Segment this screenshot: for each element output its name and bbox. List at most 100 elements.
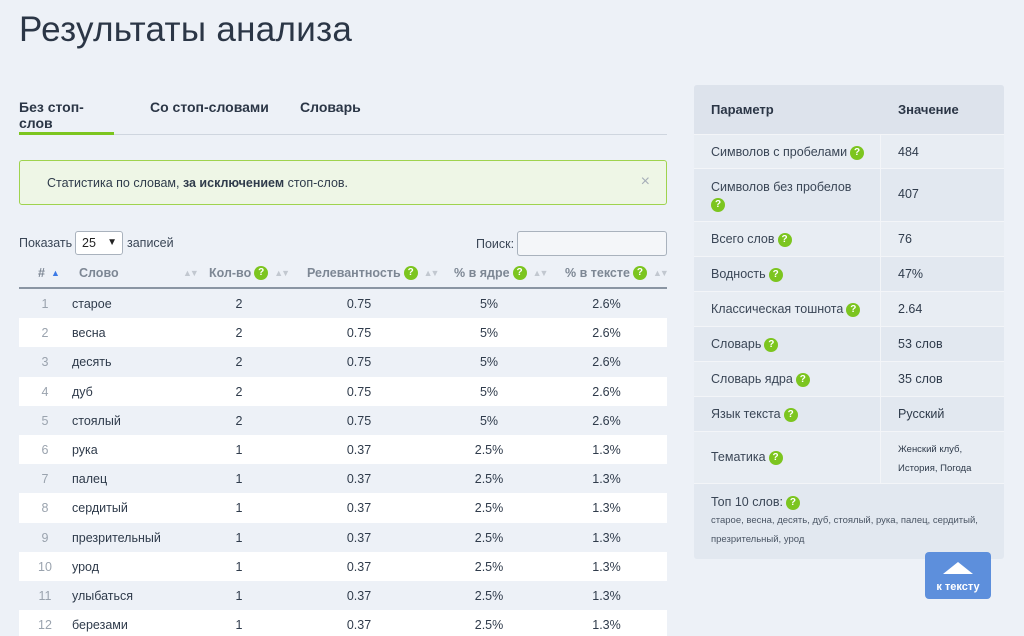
cell-count: 2 xyxy=(235,413,243,428)
divider xyxy=(880,362,881,396)
divider xyxy=(880,327,881,361)
tab-with-stopwords[interactable]: Со стоп-словами xyxy=(150,99,269,115)
stats-value: 484 xyxy=(898,145,919,159)
th-core[interactable]: % в ядре? ▲▼ xyxy=(454,266,548,280)
search-label: Поиск: xyxy=(476,237,515,251)
cell-core: 2.5% xyxy=(474,442,504,457)
th-count-label: Кол-во xyxy=(209,266,252,280)
th-word[interactable]: Слово ▲▼ xyxy=(79,266,199,280)
stats-row: Классическая тошнота? 2.64 xyxy=(694,291,1004,326)
help-icon[interactable]: ? xyxy=(795,372,810,387)
cell-relevance: 0.75 xyxy=(346,355,372,370)
tab-dictionary[interactable]: Словарь xyxy=(300,99,361,115)
help-icon[interactable]: ? xyxy=(846,302,861,317)
stats-value: 2.64 xyxy=(898,302,923,316)
cell-relevance: 0.75 xyxy=(346,413,372,428)
help-icon[interactable]: ? xyxy=(764,337,779,352)
stats-value: 53 слов xyxy=(898,337,943,351)
cell-count: 1 xyxy=(235,530,243,545)
stats-header-value: Значение xyxy=(898,102,959,117)
cell-core: 5% xyxy=(479,326,499,341)
info-alert: Статистика по словам, за исключением сто… xyxy=(19,160,667,205)
th-text[interactable]: % в тексте? ▲▼ xyxy=(565,266,669,280)
help-icon[interactable]: ? xyxy=(777,232,792,247)
help-icon[interactable]: ? xyxy=(768,450,783,465)
cell-num: 7 xyxy=(41,472,49,487)
top10-list: старое, весна, десять, дуб, стоялый, рук… xyxy=(711,514,978,545)
info-text: Статистика по словам, за исключением сто… xyxy=(47,176,348,190)
table-row: 2 весна 2 0.75 5% 2.6% xyxy=(19,318,667,348)
stats-param-label: Язык текста xyxy=(711,407,781,421)
cell-text: 1.3% xyxy=(592,588,621,603)
table-row: 6 рука 1 0.37 2.5% 1.3% xyxy=(19,434,667,465)
help-icon[interactable]: ? xyxy=(785,495,800,510)
table-header: # ▲ Слово ▲▼ Кол-во? ▲▼ Релевантность? ▲▼ % … xyxy=(19,260,669,289)
table-row: 12 березами 1 0.37 2.5% 1.3% xyxy=(19,610,667,636)
stats-param-label: Символов без пробелов xyxy=(711,180,852,194)
help-icon[interactable]: ? xyxy=(711,197,725,212)
cell-count: 2 xyxy=(235,297,243,311)
cell-relevance: 0.37 xyxy=(346,618,372,633)
stats-param: Классическая тошнота? xyxy=(711,302,861,317)
stats-param: Всего слов? xyxy=(711,232,792,247)
th-text-label: % в тексте xyxy=(565,266,630,280)
help-icon[interactable]: ? xyxy=(850,145,865,160)
help-icon[interactable]: ? xyxy=(254,266,269,280)
cell-num: 5 xyxy=(41,413,49,428)
show-label: Показать xyxy=(19,236,73,250)
cell-word: сердитый xyxy=(72,501,128,516)
tabs-bar: Без стоп-слов Со стоп-словами Словарь xyxy=(19,94,667,135)
stats-row: Словарь ядра? 35 слов xyxy=(694,361,1004,396)
to-text-button[interactable]: к тексту xyxy=(925,552,991,599)
stats-param-label: Символов с пробелами xyxy=(711,145,848,159)
cell-text: 2.6% xyxy=(592,413,621,428)
cell-relevance: 0.37 xyxy=(346,559,372,574)
cell-num: 12 xyxy=(38,618,52,633)
divider xyxy=(880,135,881,168)
help-icon[interactable]: ? xyxy=(768,267,783,282)
cell-num: 6 xyxy=(41,442,49,457)
cell-word: палец xyxy=(72,472,108,487)
info-text-bold: за исключением xyxy=(182,176,285,190)
cell-word: дуб xyxy=(72,384,93,399)
stats-header-param: Параметр xyxy=(711,102,774,117)
th-num-label: # xyxy=(38,266,45,280)
help-icon[interactable]: ? xyxy=(783,407,798,422)
th-num[interactable]: # ▲ xyxy=(38,266,60,280)
table-row: 4 дуб 2 0.75 5% 2.6% xyxy=(19,376,667,406)
th-relevance[interactable]: Релевантность? ▲▼ xyxy=(307,266,440,280)
sort-icon: ▲▼ xyxy=(423,268,440,278)
cell-count: 1 xyxy=(235,442,243,457)
search-input[interactable] xyxy=(517,231,667,256)
cell-relevance: 0.37 xyxy=(346,501,372,516)
th-count[interactable]: Кол-во? ▲▼ xyxy=(209,266,290,280)
help-icon[interactable]: ? xyxy=(632,266,647,280)
close-icon[interactable]: × xyxy=(640,173,650,190)
cell-text: 2.6% xyxy=(592,297,621,311)
help-icon[interactable]: ? xyxy=(403,266,418,280)
to-text-label: к тексту xyxy=(936,581,980,593)
chevron-down-icon: ▼ xyxy=(107,237,117,248)
cell-word: презрительный xyxy=(72,530,161,545)
sort-icon: ▲▼ xyxy=(274,268,290,278)
page-size-select[interactable]: 25 ▼ xyxy=(75,231,123,255)
stats-row: Словарь? 53 слов xyxy=(694,326,1004,361)
cell-core: 2.5% xyxy=(474,618,504,633)
table-row: 7 палец 1 0.37 2.5% 1.3% xyxy=(19,464,667,494)
cell-relevance: 0.37 xyxy=(346,472,372,487)
table-row: 10 урод 1 0.37 2.5% 1.3% xyxy=(19,551,667,581)
table-row: 1 старое 2 0.75 5% 2.6% xyxy=(19,289,667,319)
tab-no-stopwords[interactable]: Без стоп-слов xyxy=(19,99,114,135)
stats-param-label: Всего слов xyxy=(711,232,775,246)
stats-value: 76 xyxy=(898,232,912,246)
sort-asc-icon: ▲ xyxy=(50,268,60,278)
cell-num: 10 xyxy=(38,559,52,574)
cell-count: 1 xyxy=(235,618,243,633)
stats-param: Язык текста? xyxy=(711,407,798,422)
cell-count: 1 xyxy=(235,501,243,516)
divider xyxy=(880,169,881,221)
stats-param-label: Словарь ядра xyxy=(711,372,793,386)
help-icon[interactable]: ? xyxy=(512,266,527,280)
stats-param: Словарь ядра? xyxy=(711,372,810,387)
cell-text: 2.6% xyxy=(592,326,621,341)
